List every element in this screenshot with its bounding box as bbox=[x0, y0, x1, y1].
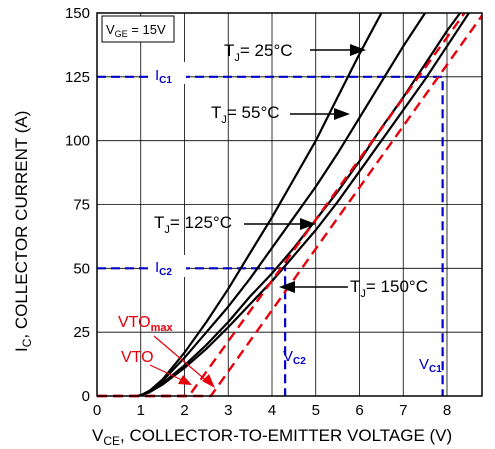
label-vc2: VC2 bbox=[283, 348, 306, 367]
label-vto: VTO bbox=[121, 349, 154, 366]
condition-v: V bbox=[106, 22, 115, 37]
label-vc1-main: V bbox=[419, 356, 429, 373]
svg-text:IC1: IC1 bbox=[155, 67, 172, 86]
label-tj55-sub: J bbox=[221, 114, 227, 126]
label-vc2-sub: C2 bbox=[293, 356, 306, 367]
label-ic1-sub: C1 bbox=[159, 75, 172, 86]
x-tick-label: 1 bbox=[137, 402, 145, 419]
arrowhead-vto bbox=[178, 375, 192, 385]
svg-text:TJ= 55°C: TJ= 55°C bbox=[211, 103, 280, 126]
x-axis-title: VCE, COLLECTOR-TO-EMITTER VOLTAGE (V) bbox=[92, 426, 452, 448]
y-axis-title: IC, COLLECTOR CURRENT (A) bbox=[12, 111, 34, 352]
svg-text:VC2: VC2 bbox=[283, 348, 306, 367]
svg-text:TJ= 125°C: TJ= 125°C bbox=[154, 213, 232, 236]
x-tick-label: 0 bbox=[93, 402, 101, 419]
x-tick-label: 6 bbox=[355, 402, 363, 419]
label-tj150-main: T bbox=[350, 277, 360, 296]
y-tick-label: 25 bbox=[73, 324, 90, 341]
label-tj25: TJ= 25°C bbox=[224, 41, 293, 64]
annotation-arrows bbox=[244, 44, 366, 293]
x-axis-title-sub: CE bbox=[103, 434, 120, 448]
svg-text:VTOmax: VTOmax bbox=[118, 314, 174, 334]
label-tj25-rest: = 25°C bbox=[240, 41, 293, 60]
arrowhead-vtomax bbox=[202, 374, 215, 388]
svg-text:IC2: IC2 bbox=[155, 259, 172, 278]
y-axis-title-rest: , COLLECTOR CURRENT (A) bbox=[12, 111, 31, 339]
label-ic1: IC1 bbox=[148, 62, 186, 86]
y-tick-label: 125 bbox=[65, 69, 90, 86]
label-vtomax-sub: max bbox=[151, 322, 174, 334]
y-tick-label: 50 bbox=[73, 260, 90, 277]
label-ic2-sub: C2 bbox=[159, 267, 172, 278]
label-vto-main: VTO bbox=[121, 349, 154, 366]
svg-text:VGE = 15V: VGE = 15V bbox=[106, 22, 166, 39]
label-vc1: VC1 bbox=[419, 356, 442, 375]
label-tj55-main: T bbox=[211, 103, 221, 122]
condition-sub: GE bbox=[115, 29, 128, 39]
label-tj125-sub: J bbox=[164, 224, 170, 236]
x-tick-label: 7 bbox=[399, 402, 407, 419]
series-line-3 bbox=[136, 12, 470, 398]
vto-arrows bbox=[149, 335, 215, 388]
label-ic2-main: I bbox=[155, 259, 159, 276]
marker-line-ic1-vc1 bbox=[97, 75, 444, 396]
arrowhead-tj125 bbox=[300, 218, 316, 230]
label-tj55-rest: = 55°C bbox=[227, 103, 280, 122]
label-tj125-rest: = 125°C bbox=[170, 213, 232, 232]
svg-text:TJ= 25°C: TJ= 25°C bbox=[224, 41, 293, 64]
label-vtomax: VTOmax bbox=[118, 314, 174, 334]
condition-box: VGE = 15V bbox=[101, 15, 175, 43]
series-line-1 bbox=[136, 12, 427, 398]
x-tick-label: 4 bbox=[268, 402, 276, 419]
label-ic1-main: I bbox=[155, 67, 159, 84]
arrow-vtomax bbox=[153, 335, 209, 383]
label-tj125: TJ= 125°C bbox=[154, 213, 232, 236]
label-vtomax-main: VTO bbox=[118, 314, 151, 331]
y-tick-label: 150 bbox=[65, 5, 90, 22]
arrow-vto bbox=[149, 364, 185, 382]
y-axis-title-sub: C bbox=[20, 338, 34, 347]
arrowhead-tj55 bbox=[334, 108, 350, 120]
y-tick-label: 75 bbox=[73, 197, 90, 214]
x-tick-label: 8 bbox=[443, 402, 451, 419]
plot-frame bbox=[96, 12, 483, 397]
x-tick-label: 2 bbox=[180, 402, 188, 419]
condition-rest: = 15V bbox=[128, 22, 166, 37]
svg-text:VTO: VTO bbox=[121, 349, 154, 366]
svg-text:TJ= 150°C: TJ= 150°C bbox=[350, 277, 428, 300]
x-axis-title-rest: , COLLECTOR-TO-EMITTER VOLTAGE (V) bbox=[120, 426, 452, 445]
label-tj150-sub: J bbox=[360, 288, 366, 300]
y-tick-label: 100 bbox=[65, 133, 90, 150]
label-tj150: TJ= 150°C bbox=[350, 277, 428, 300]
label-tj125-main: T bbox=[154, 213, 164, 232]
x-tick-label: 3 bbox=[224, 402, 232, 419]
series-line-5 bbox=[97, 12, 466, 398]
label-tj25-sub: J bbox=[234, 52, 240, 64]
arrowhead-tj150 bbox=[279, 281, 295, 293]
tick-labels: 0 1 2 3 4 5 6 7 8 0 25 50 75 100 125 150 bbox=[65, 5, 451, 419]
label-tj25-main: T bbox=[224, 41, 234, 60]
label-vc2-main: V bbox=[283, 348, 293, 365]
x-tick-label: 5 bbox=[312, 402, 320, 419]
label-tj55: TJ= 55°C bbox=[211, 103, 280, 126]
label-tj150-rest: = 150°C bbox=[366, 277, 428, 296]
y-tick-label: 0 bbox=[82, 388, 90, 405]
y-axis-title-main: I bbox=[12, 347, 31, 352]
arrowhead-tj25 bbox=[350, 44, 366, 56]
label-vc1-sub: C1 bbox=[429, 364, 442, 375]
svg-text:VC1: VC1 bbox=[419, 356, 442, 375]
label-ic2: IC2 bbox=[148, 255, 186, 278]
x-axis-title-main: V bbox=[92, 426, 104, 445]
